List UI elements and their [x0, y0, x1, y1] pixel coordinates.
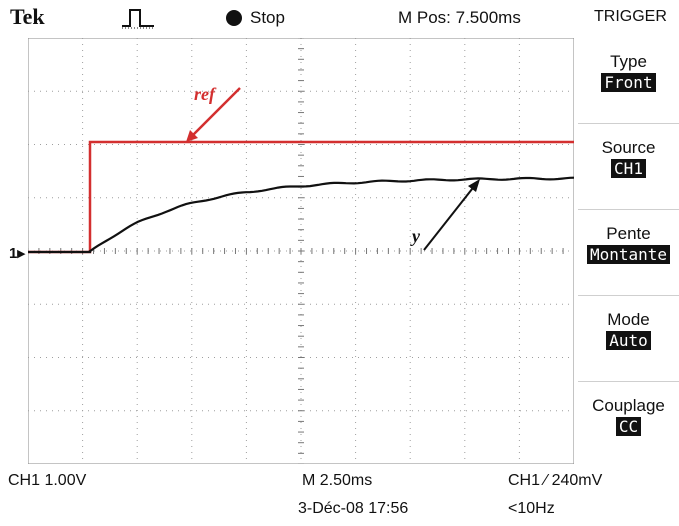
- date-time-readout: 3-Déc-08 17:56: [298, 500, 409, 517]
- menu-divider: [578, 209, 679, 210]
- menu-item-label: Type: [610, 52, 647, 71]
- menu-item-label: Couplage: [592, 396, 665, 415]
- menu-item-value: Montante: [586, 245, 671, 264]
- menu-divider: [578, 123, 679, 124]
- run-state-indicator-icon: [226, 10, 242, 26]
- trigger-pulse-icon: [122, 9, 154, 29]
- menu-item-label: Pente: [606, 224, 651, 243]
- menu-item-value: Auto: [606, 331, 651, 350]
- y-annotation-arrow: [423, 183, 477, 251]
- menu-item-label: Mode: [607, 310, 650, 329]
- menu-item-value: Front: [601, 73, 656, 92]
- horizontal-position-readout: M Pos: 7.500ms: [398, 8, 521, 27]
- menu-divider: [578, 295, 679, 296]
- menu-divider: [578, 381, 679, 382]
- ref-annotation-arrow: [189, 87, 241, 139]
- menu-item-source[interactable]: Source CH1: [578, 124, 679, 209]
- top-status-bar: Tek Stop M Pos: 7.500ms TRIGGER: [0, 0, 679, 38]
- menu-item-value: CC: [615, 417, 642, 436]
- frequency-readout: <10Hz: [508, 500, 555, 517]
- ch1-scale-readout: CH1 1.00V: [8, 472, 87, 489]
- y-arrowhead-icon: [468, 179, 480, 192]
- bottom-status-bar: CH1 1.00V M 2.50ms CH1 ∕ 240mV 3-Déc-08 …: [0, 466, 679, 526]
- menu-title: TRIGGER: [594, 8, 667, 25]
- menu-item-value: CH1: [611, 159, 646, 178]
- brand-logo: Tek: [10, 4, 45, 29]
- y-trace: [28, 176, 574, 254]
- menu-item-mode[interactable]: Mode Auto: [578, 296, 679, 381]
- channel-1-marker: 1▸: [9, 245, 25, 262]
- menu-item-pente[interactable]: Pente Montante: [578, 210, 679, 295]
- y-annotation-label: y: [410, 226, 421, 246]
- run-state-label: Stop: [250, 8, 285, 27]
- ref-annotation-label: ref: [194, 84, 217, 104]
- trigger-menu: Type Front Source CH1 Pente Montante Mod…: [578, 38, 679, 464]
- menu-item-type[interactable]: Type Front: [578, 38, 679, 123]
- ref-arrowhead-icon: [186, 130, 198, 142]
- graticule: [28, 38, 574, 464]
- menu-item-label: Source: [601, 138, 656, 157]
- menu-item-couplage[interactable]: Couplage CC: [578, 382, 679, 467]
- trigger-level-readout: CH1 ∕ 240mV: [508, 472, 603, 489]
- timebase-readout: M 2.50ms: [302, 472, 373, 489]
- waveform-display: ref y: [28, 38, 574, 464]
